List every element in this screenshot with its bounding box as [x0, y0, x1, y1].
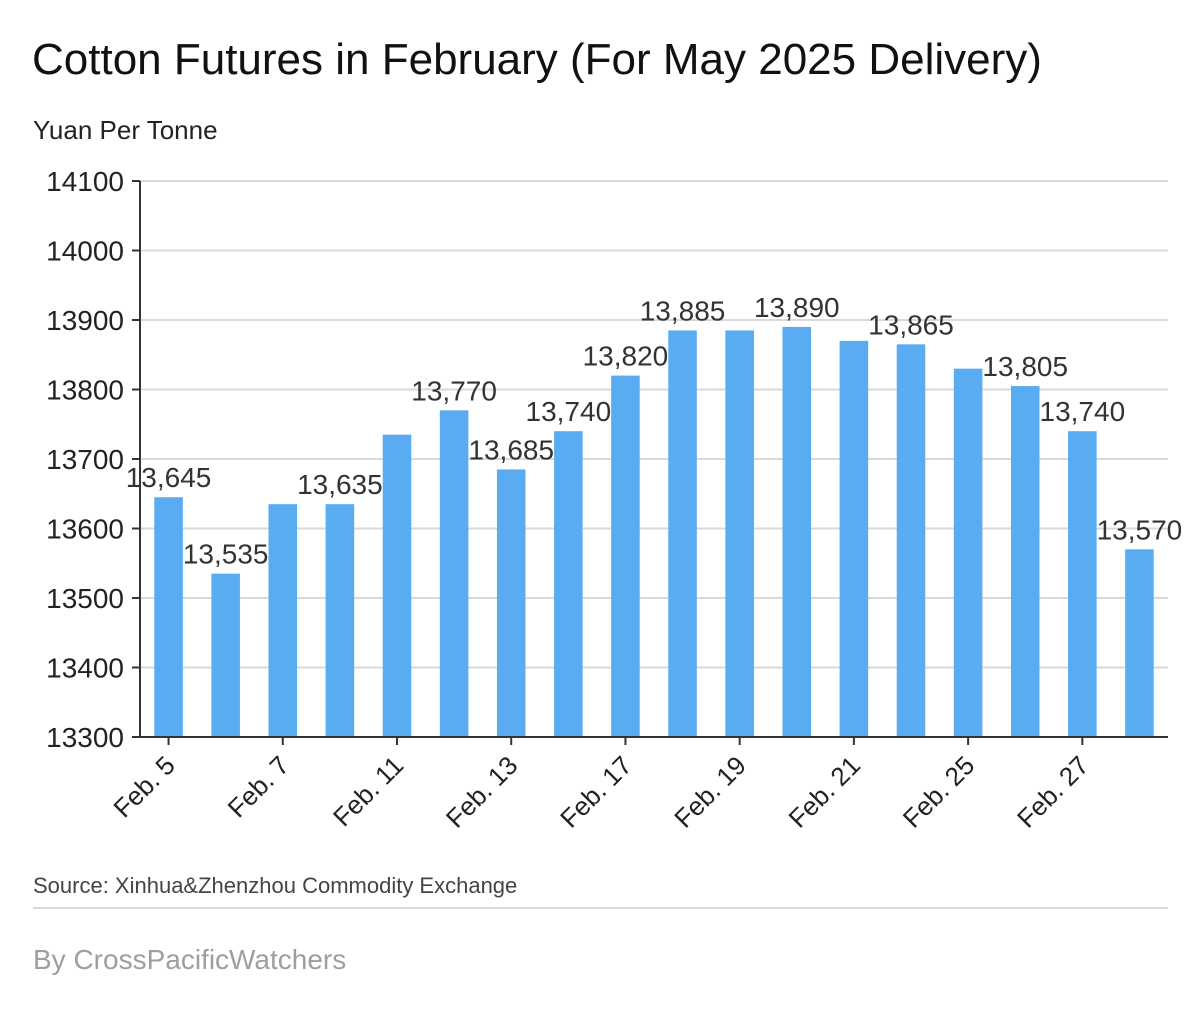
data-label: 13,805	[982, 351, 1068, 382]
data-label: 13,885	[640, 295, 726, 326]
y-tick-label: 13900	[46, 305, 124, 336]
bar	[268, 504, 298, 737]
y-tick-labels: 13300 13400 13500 13600 13700 13800 13900 14000…	[46, 166, 124, 753]
bar	[382, 434, 412, 737]
y-tick-label: 13500	[46, 583, 124, 614]
chart-title: Cotton Futures in February (For May 2025…	[32, 35, 1042, 84]
bar	[211, 573, 240, 737]
x-tick-label: Feb. 17	[554, 750, 638, 834]
data-label: 13,535	[183, 539, 269, 570]
bar	[611, 375, 640, 737]
bar-chart: 13300 13400 13500 13600 13700 13800 13900 14000…	[46, 166, 1183, 834]
divider	[33, 907, 1168, 909]
y-tick-label: 13800	[46, 375, 124, 406]
bar	[782, 326, 812, 737]
x-tick-labels: Feb. 5 Feb. 7 Feb. 11 Feb. 13 Feb. 17 Feb. 19…	[107, 750, 1094, 834]
data-label: 13,770	[411, 375, 497, 406]
x-tick-label: Feb. 11	[327, 750, 409, 832]
bar	[496, 469, 526, 737]
x-tick-label: Feb. 5	[107, 750, 180, 823]
bar	[439, 410, 469, 737]
data-label: 13,865	[868, 309, 954, 340]
source-note: Source: Xinhua&Zhenzhou Commodity Exchan…	[33, 873, 518, 898]
data-label: 13,570	[1097, 514, 1183, 545]
bar	[668, 330, 697, 737]
x-tick-label: Feb. 21	[783, 750, 867, 834]
x-tick-label: Feb. 7	[222, 750, 295, 823]
data-label: 13,890	[754, 292, 840, 323]
y-tick-label: 13400	[46, 653, 124, 684]
data-label: 13,635	[297, 469, 383, 500]
data-label: 13,820	[583, 341, 669, 372]
x-tick-label: Feb. 19	[668, 750, 752, 834]
byline: By CrossPacificWatchers	[33, 944, 347, 975]
data-label: 13,740	[526, 396, 612, 427]
data-label: 13,685	[468, 434, 554, 465]
bars	[154, 326, 1154, 737]
y-tick-label: 13600	[46, 514, 124, 545]
data-label: 13,645	[126, 462, 212, 493]
bar	[896, 344, 926, 737]
bar	[154, 497, 183, 737]
data-label: 13,740	[1040, 396, 1126, 427]
bar	[725, 330, 754, 737]
grid-lines	[140, 180, 1168, 669]
bar	[1010, 386, 1040, 737]
x-tick-label: Feb. 13	[440, 750, 524, 834]
data-labels: 13,645 13,535 13,635 13,770 13,685 13,740 13,8…	[126, 292, 1183, 570]
bar	[325, 504, 355, 737]
bar	[1068, 431, 1097, 737]
y-tick-label: 14000	[46, 236, 124, 267]
axes	[132, 180, 1168, 745]
bar	[839, 340, 869, 737]
y-tick-label: 14100	[46, 166, 124, 197]
y-axis-unit-label: Yuan Per Tonne	[33, 115, 218, 145]
x-tick-label: Feb. 25	[897, 750, 981, 834]
y-tick-label: 13700	[46, 444, 124, 475]
bar	[554, 431, 583, 737]
y-tick-label: 13300	[46, 722, 124, 753]
x-tick-label: Feb. 27	[1011, 750, 1095, 834]
bar	[953, 368, 983, 737]
bar	[1125, 549, 1154, 737]
